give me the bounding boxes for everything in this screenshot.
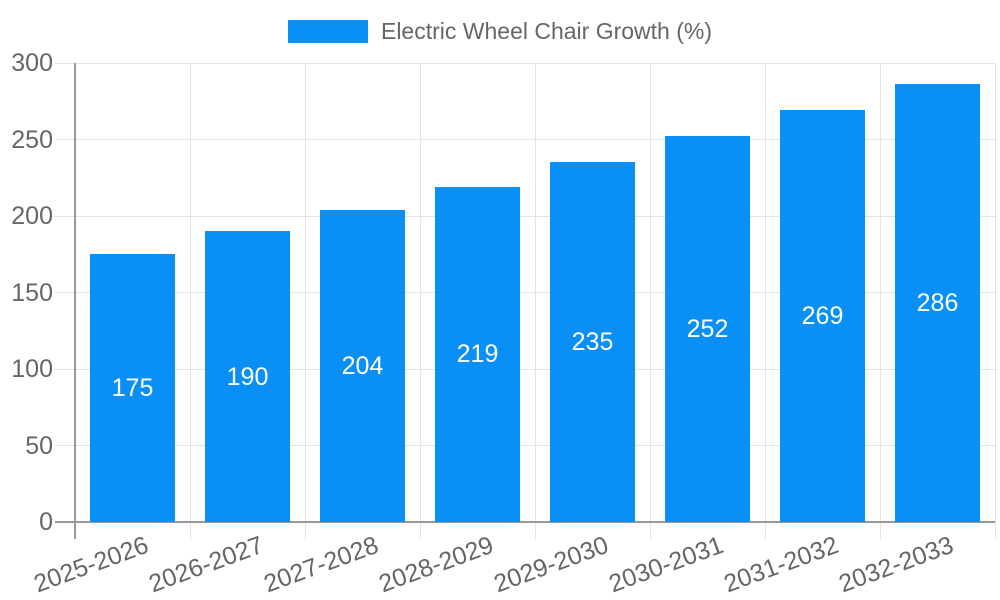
bar[interactable] xyxy=(665,136,750,522)
bar[interactable] xyxy=(550,162,635,522)
y-axis-tick-label: 100 xyxy=(11,355,53,383)
x-axis-tick-label: 2025-2026 xyxy=(30,531,153,599)
x-gridline xyxy=(994,63,996,539)
x-gridline xyxy=(304,63,306,539)
y-axis-tick-label: 0 xyxy=(39,508,53,536)
y-axis-tick-label: 250 xyxy=(11,125,53,154)
y-axis-tick-label: 50 xyxy=(25,431,53,460)
x-axis-tick-label: 2028-2029 xyxy=(375,531,498,599)
bar[interactable] xyxy=(895,84,980,522)
x-gridline xyxy=(189,63,191,539)
y-gridline xyxy=(55,368,995,370)
y-axis-tick-label: 150 xyxy=(11,278,53,307)
x-axis-tick-label: 2030-2031 xyxy=(605,531,728,599)
bar[interactable] xyxy=(435,186,520,522)
bar[interactable] xyxy=(90,254,175,522)
legend[interactable]: Electric Wheel Chair Growth (%) xyxy=(0,18,1000,44)
y-gridline xyxy=(55,445,995,446)
x-axis-line xyxy=(55,521,995,523)
y-gridline xyxy=(55,139,995,140)
x-axis-tick-label: 2029-2030 xyxy=(490,531,613,599)
y-axis-line xyxy=(74,63,76,539)
legend-label: Electric Wheel Chair Growth (%) xyxy=(380,18,713,44)
y-gridline xyxy=(55,62,995,64)
x-gridline xyxy=(764,63,766,539)
y-axis-tick-label: 300 xyxy=(11,49,53,77)
bar[interactable] xyxy=(780,110,865,522)
bar[interactable] xyxy=(205,231,290,522)
x-gridline xyxy=(534,63,536,539)
legend-swatch-icon xyxy=(287,19,368,43)
y-axis-tick-label: 200 xyxy=(11,202,53,230)
x-axis-tick-label: 2031-2032 xyxy=(720,531,843,599)
x-gridline xyxy=(649,63,651,539)
x-axis-tick-label: 2032-2033 xyxy=(835,531,958,599)
y-gridline xyxy=(55,215,995,217)
x-gridline xyxy=(419,63,421,539)
bar[interactable] xyxy=(320,209,405,522)
x-axis-tick-label: 2027-2028 xyxy=(260,531,383,599)
x-gridline xyxy=(879,63,881,539)
x-axis-tick-label: 2026-2027 xyxy=(145,531,268,599)
y-gridline xyxy=(55,292,995,293)
